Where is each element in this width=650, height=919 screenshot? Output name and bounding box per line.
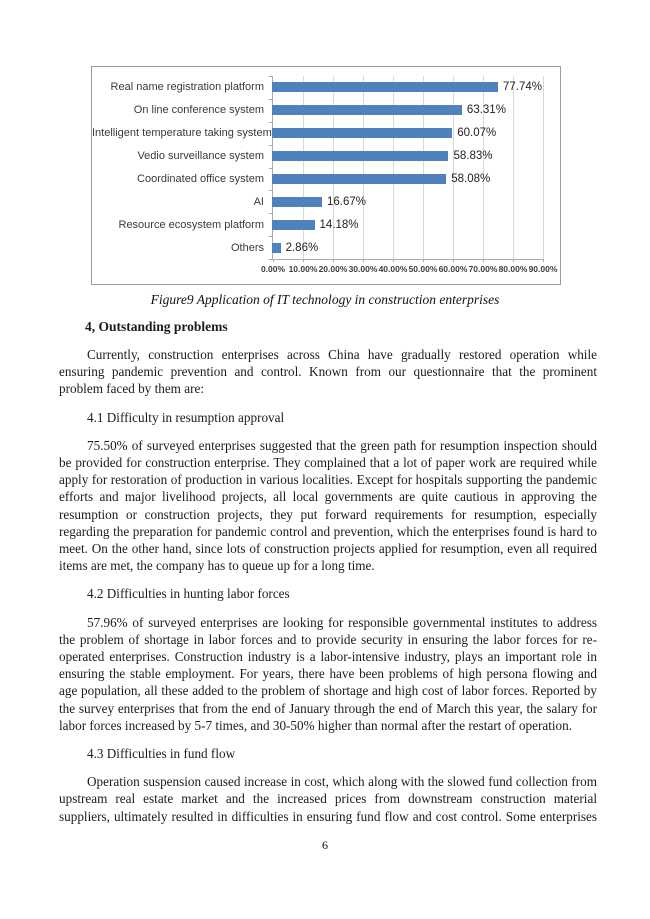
gridline xyxy=(423,76,424,259)
bar-track: 63.31% xyxy=(272,99,542,122)
x-axis-label: 60.00% xyxy=(438,264,468,274)
bar xyxy=(272,82,498,93)
gridline xyxy=(333,76,334,259)
data-label: 58.83% xyxy=(453,150,493,163)
x-axis-label: 70.00% xyxy=(468,264,498,274)
y-axis-tick xyxy=(269,121,273,123)
data-label: 77.74% xyxy=(502,81,542,94)
section-subheading: 4.3 Difficulties in fund flow xyxy=(87,746,236,762)
section-subheading: 4.2 Difficulties in hunting labor forces xyxy=(87,586,290,602)
bar-track: 16.67% xyxy=(272,190,542,213)
chart-row: AI 16.67% xyxy=(92,190,558,213)
x-axis-tick xyxy=(393,259,394,262)
gridline xyxy=(483,76,484,259)
x-axis-label: 20.00% xyxy=(318,264,348,274)
data-label: 16.67% xyxy=(327,195,367,208)
y-axis-tick xyxy=(269,213,273,215)
category-label: AI xyxy=(253,195,264,208)
y-axis-tick xyxy=(269,259,273,260)
data-label: 63.31% xyxy=(466,104,506,117)
bar-track: 2.86% xyxy=(272,236,542,259)
y-axis-tick xyxy=(269,236,273,238)
x-axis-label: 40.00% xyxy=(378,264,408,274)
chart-row: Vedio surveillance system 58.83% xyxy=(92,145,558,168)
section-subheading: 4.1 Difficulty in resumption approval xyxy=(87,409,285,425)
category-label: Intelligent temperature taking system xyxy=(92,127,272,140)
y-axis-tick xyxy=(269,190,273,192)
bar xyxy=(272,196,322,207)
paragraphs: Currently, construction enterprises acro… xyxy=(59,346,597,825)
data-label: 58.08% xyxy=(451,172,491,185)
figure9-chart: 0.00% 10.00% 20.00% 30.00% 40.00% 50.00% 60.00… xyxy=(91,66,561,285)
data-label: 60.07% xyxy=(457,127,497,140)
bar-track: 14.18% xyxy=(272,213,542,236)
category-label: On line conference system xyxy=(133,104,264,117)
bar xyxy=(272,219,315,230)
data-label: 2.86% xyxy=(285,241,319,254)
x-axis-tick xyxy=(513,259,514,262)
bar xyxy=(272,105,462,116)
chart-rows: Real name registration platform 77.74% On … xyxy=(92,76,558,259)
x-axis-tick xyxy=(273,259,274,262)
gridline xyxy=(513,76,514,259)
y-axis-tick xyxy=(269,98,273,100)
page-number: 6 xyxy=(322,838,328,852)
paragraph: 57.96% of surveyed enterprises are looki… xyxy=(59,614,597,733)
category-label: Others xyxy=(230,241,264,254)
y-axis-tick xyxy=(269,76,273,77)
bar xyxy=(272,128,453,139)
gridline xyxy=(303,76,304,259)
data-label: 14.18% xyxy=(319,218,359,231)
x-axis-label: 0.00% xyxy=(260,264,286,274)
category-label: Coordinated office system xyxy=(137,172,264,185)
x-axis-tick xyxy=(453,259,454,262)
figure-caption: Figure9 Application of IT technology in … xyxy=(150,292,500,307)
bar-track: 58.83% xyxy=(272,145,542,168)
chart-row: On line conference system 63.31% xyxy=(92,99,558,122)
section-heading: 4, Outstanding problems xyxy=(85,319,228,334)
bar-track: 58.08% xyxy=(272,168,542,191)
chart-row: Others 2.86% xyxy=(92,236,558,259)
x-axis-label: 80.00% xyxy=(498,264,528,274)
y-axis-tick xyxy=(269,167,273,169)
x-axis-label: 50.00% xyxy=(408,264,438,274)
x-axis-label: 30.00% xyxy=(348,264,378,274)
bar-track: 60.07% xyxy=(272,122,542,145)
category-label: Vedio surveillance system xyxy=(137,150,264,163)
chart-row: Coordinated office system 58.08% xyxy=(92,168,558,191)
body-text: 4, Outstanding problems Currently, const… xyxy=(59,318,597,825)
x-axis-tick xyxy=(363,259,364,262)
bar xyxy=(272,173,447,184)
plot-grid: 0.00% 10.00% 20.00% 30.00% 40.00% 50.00% 60.00… xyxy=(261,76,557,274)
paragraph: 75.50% of surveyed enterprises suggested… xyxy=(59,437,597,574)
x-axis-tick xyxy=(543,259,544,262)
bar xyxy=(272,242,281,253)
gridline xyxy=(453,76,454,259)
chart-row: Intelligent temperature taking system 60.… xyxy=(92,122,558,145)
paragraph: Currently, construction enterprises acro… xyxy=(59,347,597,397)
x-axis-tick xyxy=(423,259,424,262)
chart-row: Real name registration platform 77.74% xyxy=(92,76,558,99)
gridline xyxy=(363,76,364,259)
bar-track: 77.74% xyxy=(272,76,542,99)
x-axis-tick xyxy=(333,259,334,262)
bar xyxy=(272,151,449,162)
x-axis-label: 10.00% xyxy=(288,264,318,274)
gridline xyxy=(543,76,544,259)
x-axis-label: 90.00% xyxy=(528,264,558,274)
y-axis-tick xyxy=(269,144,273,146)
paragraph: Operation suspension caused increase in … xyxy=(59,774,597,824)
x-axis-tick xyxy=(303,259,304,262)
gridline xyxy=(393,76,394,259)
chart-row: Resource ecosystem platform 14.18% xyxy=(92,213,558,236)
x-axis-tick xyxy=(483,259,484,262)
category-label: Resource ecosystem platform xyxy=(118,218,265,231)
category-label: Real name registration platform xyxy=(110,81,264,94)
